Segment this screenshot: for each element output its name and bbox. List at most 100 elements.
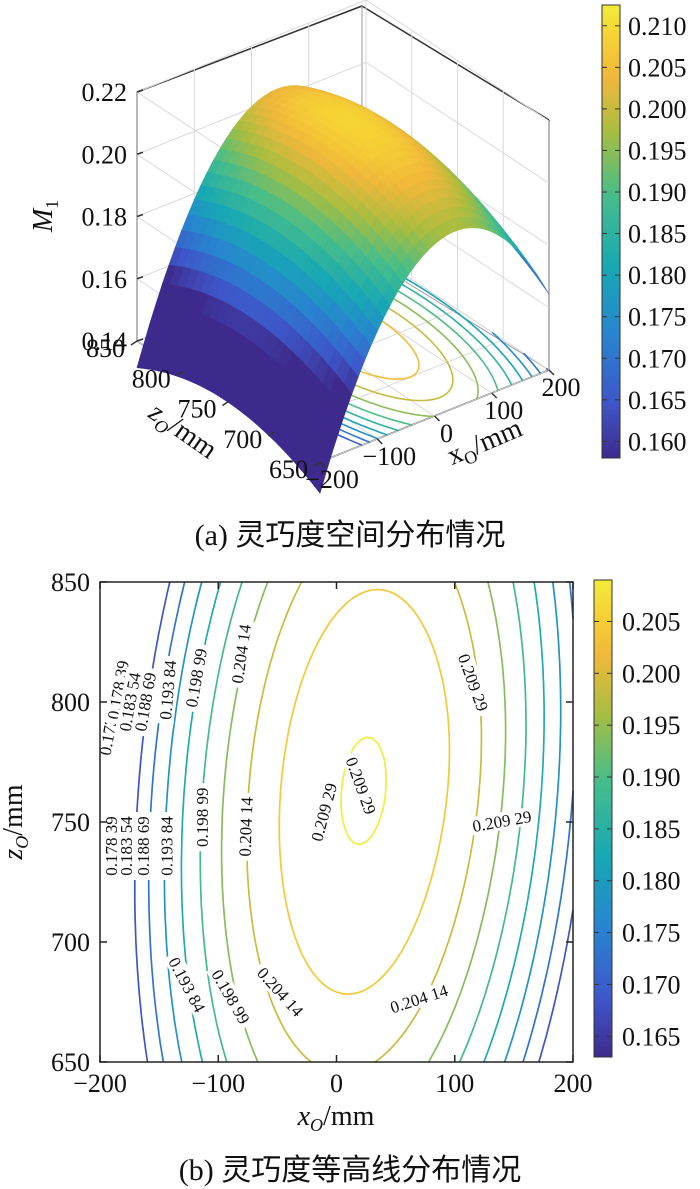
contour-label-bg <box>235 792 256 862</box>
panel-b-contour-plot: 0.173 240.178 390.183 540.188 690.193 84… <box>0 568 681 1187</box>
colorbar-tick-label: 0.205 <box>628 53 687 82</box>
colorbar-tick-label: 0.175 <box>628 303 687 332</box>
contour-label-bg <box>306 776 342 848</box>
x-tick-label: 0 <box>330 1069 343 1098</box>
colorbar-b <box>593 579 613 1058</box>
colorbar-tick-label: 0.200 <box>628 95 687 124</box>
contour-labels: 0.173 240.178 390.183 540.188 690.193 84… <box>94 618 537 1031</box>
contour-label: 0.204 14 <box>235 792 257 862</box>
contour-label-bg <box>133 812 152 880</box>
zo-tick-mark <box>222 400 229 407</box>
z-tick-label: 0.18 <box>82 203 128 232</box>
colorbar-tick-label: 0.160 <box>628 427 687 456</box>
zo-tick-mark <box>267 431 275 437</box>
xo-tick-mark <box>376 438 383 445</box>
colorbar-tick-label: 0.190 <box>622 763 681 792</box>
xo-tick-label: 0 <box>440 419 453 448</box>
contour-label-bg <box>227 618 255 689</box>
contour-label-bg <box>192 783 211 852</box>
contour-label-bg <box>341 750 382 821</box>
z-tick-label: 0.16 <box>82 265 128 294</box>
contour-label: 0.183 54 <box>117 812 136 880</box>
z-tick-mark <box>136 89 144 93</box>
y-axis-ticks: 650 700 750 800 850 <box>51 568 573 1077</box>
colorbar-tick-label: 0.175 <box>622 919 681 948</box>
colorbar-tick-label: 0.190 <box>628 178 687 207</box>
contour-label: 0.193 84 <box>155 655 180 725</box>
xo-tick-label: 200 <box>542 373 581 402</box>
contour-label-bg <box>101 812 120 880</box>
y-tick-label: 650 <box>51 1048 90 1077</box>
contour-label-text: 0.178 39 <box>102 816 121 876</box>
contour-line <box>278 588 451 996</box>
z-tick-mark <box>136 276 144 280</box>
contour-line <box>245 581 483 1063</box>
pane-edge <box>361 5 550 121</box>
colorbar-tick-label: 0.180 <box>622 867 681 896</box>
surface-mesh <box>136 85 550 494</box>
xo-axis-ticks: −200−100 0 100 200 <box>305 369 581 494</box>
contour-label: 0.193 84 <box>157 812 176 880</box>
contour-label-bg <box>130 666 160 737</box>
zo-tick-label: 850 <box>86 334 125 363</box>
colorbar-tick-label: 0.165 <box>628 386 687 415</box>
colorbar-b-ticks: 0.165 0.170 0.175 0.180 0.185 0.190 0.195 0.200… <box>594 607 681 1051</box>
contour-label-text: 0.183 54 <box>117 816 136 876</box>
contour-label-text: 0.193 84 <box>157 816 176 876</box>
contour-label-bg <box>155 655 180 725</box>
z-tick-mark <box>136 151 144 155</box>
y-axis-label: zO/mm <box>0 784 32 860</box>
x-tick-label: 200 <box>554 1069 593 1098</box>
x-tick-label: 100 <box>435 1069 474 1098</box>
contour-label-text: 0.204 14 <box>236 796 257 857</box>
z-axis-ticks: 0.14 0.16 0.18 0.20 0.22 <box>82 78 144 356</box>
zo-tick-label: 650 <box>269 455 308 484</box>
colorbar-tick-label: 0.180 <box>628 261 687 290</box>
y-tick-label: 700 <box>51 928 90 957</box>
colorbar-tick-label: 0.205 <box>622 607 681 636</box>
xo-tick-mark <box>433 415 441 422</box>
colorbar-tick-label: 0.165 <box>622 1022 681 1051</box>
contour-label-bg <box>103 654 133 725</box>
z-tick-mark <box>136 338 144 342</box>
colorbar-tick-label: 0.170 <box>622 970 681 999</box>
colorbar-a-ticks: 0.160 0.165 0.170 0.175 0.180 0.185 0.190 0.195… <box>602 12 687 456</box>
colorbar-tick-label: 0.200 <box>622 659 681 688</box>
y-tick-label: 850 <box>51 568 90 597</box>
xo-tick-mark <box>319 461 326 468</box>
contour-label: 0.178 39 <box>101 812 121 880</box>
z-tick-label: 0.20 <box>82 140 128 169</box>
x-axis-label: xO/mm <box>297 1101 375 1135</box>
colorbar-tick-label: 0.185 <box>628 220 687 249</box>
xo-tick-label: 100 <box>484 396 523 425</box>
contour-label-text: 0.198 99 <box>193 787 212 847</box>
colorbar-tick-label: 0.210 <box>628 12 687 41</box>
contour-label-text: 0.188 69 <box>134 816 153 876</box>
z-tick-label: 0.14 <box>82 327 128 356</box>
contour-line <box>199 581 527 1063</box>
colorbar-a <box>601 4 621 459</box>
zo-tick-label: 750 <box>178 395 217 424</box>
y-tick-label: 750 <box>51 808 90 837</box>
contour-label-bg <box>157 812 176 880</box>
contour-label-bg <box>466 806 537 836</box>
colorbar-tick-label: 0.185 <box>622 815 681 844</box>
contour-label-bg <box>163 950 212 1019</box>
z-tick-mark <box>136 213 144 218</box>
xo-tick-label: −200 <box>305 465 359 494</box>
contour-label-bg <box>114 666 145 737</box>
contour-label: 0.188 69 <box>133 812 153 880</box>
xo-tick-label: −100 <box>362 442 416 471</box>
xo-tick-mark <box>491 392 498 399</box>
zo-tick-mark <box>313 461 321 467</box>
contour-label-bg <box>181 642 211 713</box>
pane-edge <box>136 5 363 93</box>
surface-patch <box>312 461 327 494</box>
contour-label-bg <box>383 979 455 1018</box>
contour-line <box>340 736 387 846</box>
xo-tick-mark <box>548 369 555 376</box>
colorbar-tick-label: 0.195 <box>622 711 681 740</box>
x-tick-label: −200 <box>73 1069 127 1098</box>
